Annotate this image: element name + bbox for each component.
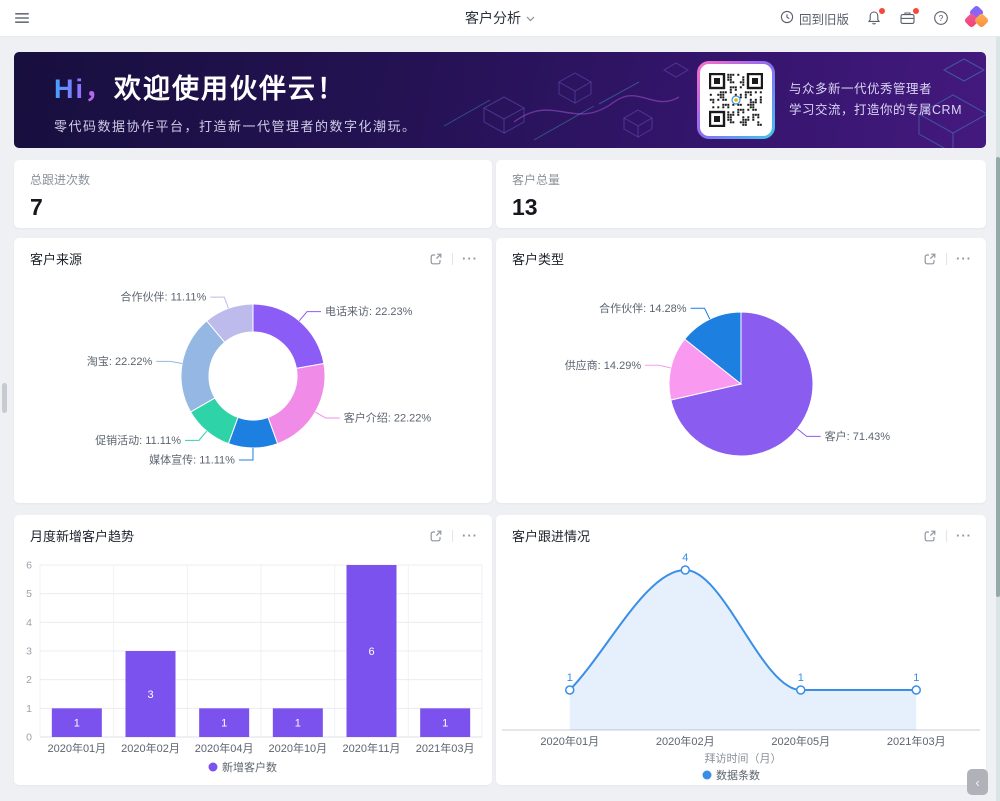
svg-text:5: 5: [26, 588, 32, 600]
welcome-banner: Hi，欢迎使用伙伴云！ 零代码数据协作平台，打造新一代管理者的数字化潮玩。 与众…: [14, 52, 986, 148]
svg-text:1: 1: [442, 718, 448, 730]
back-to-old-version-label: 回到旧版: [798, 12, 849, 27]
svg-text:客户介绍: 22.22%: 客户介绍: 22.22%: [344, 411, 432, 425]
back-to-old-version-button[interactable]: 回到旧版: [780, 9, 849, 28]
svg-text:媒体宣传: 11.11%: 媒体宣传: 11.11%: [149, 453, 235, 467]
svg-text:数据条数: 数据条数: [716, 768, 760, 782]
svg-text:客户: 71.43%: 客户: 71.43%: [825, 429, 891, 443]
svg-text:2021年03月: 2021年03月: [887, 734, 946, 748]
svg-text:4: 4: [26, 617, 32, 629]
svg-text:2020年11月: 2020年11月: [343, 741, 401, 755]
sidebar-drawer-handle[interactable]: [2, 383, 7, 413]
collapse-widget-button[interactable]: ‹: [967, 769, 988, 795]
svg-text:合作伙伴: 11.11%: 合作伙伴: 11.11%: [120, 290, 206, 304]
stat-card-followups: 总跟进次数 7: [14, 160, 492, 228]
svg-text:1: 1: [74, 718, 80, 730]
notification-bell-icon[interactable]: [866, 8, 885, 26]
stat-value: 7: [30, 194, 43, 220]
svg-text:6: 6: [26, 560, 32, 572]
right-scrollbar-thumb[interactable]: [996, 157, 1000, 597]
svg-text:1: 1: [295, 718, 301, 730]
workspace-briefcase-icon[interactable]: [899, 8, 919, 26]
svg-text:2020年04月: 2020年04月: [195, 741, 254, 755]
svg-text:2020年01月: 2020年01月: [540, 734, 599, 748]
more-icon[interactable]: ···: [956, 527, 972, 543]
more-icon[interactable]: ···: [956, 250, 972, 266]
more-icon[interactable]: ···: [462, 527, 478, 543]
notification-badge: [879, 8, 885, 14]
svg-text:合作伙伴: 14.28%: 合作伙伴: 14.28%: [599, 301, 687, 315]
expand-icon[interactable]: [923, 529, 937, 543]
svg-text:1: 1: [26, 703, 32, 715]
card-monthly-new-customers: 月度新增客户趋势 ··· 0 1 2 3 4 5 6 1 2020年01月 3 2020年02月 1 2…: [14, 515, 492, 785]
top-bar: 客户分析 回到旧版 ?: [0, 0, 1000, 37]
svg-text:3: 3: [147, 689, 153, 701]
customer-type-pie-chart: 客户: 71.43% 供应商: 14.29% 合作伙伴: 14.28%: [565, 301, 891, 457]
qr-text-line1: 与众多新一代优秀管理者: [789, 82, 933, 96]
page-title-dropdown[interactable]: 客户分析: [0, 0, 1000, 36]
svg-text:2020年02月: 2020年02月: [121, 741, 180, 755]
stat-card-total-customers: 客户总量 13: [496, 160, 986, 228]
card-customer-type: 客户类型 ··· 客户: 71.43% 供应商: 14.29% 合作伙伴: 14.2…: [496, 238, 986, 503]
customer-source-donut-chart: 电话来访: 22.23% 客户介绍: 22.22% 媒体宣传: 11.11% 促销活动…: [87, 290, 432, 467]
svg-text:1: 1: [567, 672, 573, 684]
card-title-monthly-trend: 月度新增客户趋势: [30, 529, 135, 544]
stat-value: 13: [512, 194, 538, 220]
card-customer-source: 客户来源 ··· 电话来访: 22.23% 客户介绍: 22.22% 媒体宣传: 1…: [14, 238, 492, 503]
svg-text:4: 4: [682, 552, 688, 564]
svg-text:?: ?: [939, 13, 944, 23]
header-divider: [946, 252, 947, 265]
help-icon[interactable]: ?: [933, 10, 949, 26]
banner-subtitle: 零代码数据协作平台，打造新一代管理者的数字化潮玩。: [54, 119, 417, 134]
header-divider: [452, 252, 453, 265]
workspace-badge: [913, 8, 919, 14]
svg-text:2020年01月: 2020年01月: [47, 741, 106, 755]
right-scrollbar-track[interactable]: [996, 37, 1000, 801]
page-title: 客户分析: [465, 10, 521, 26]
svg-text:新增客户数: 新增客户数: [222, 760, 277, 774]
svg-text:拜访时间（月）: 拜访时间（月）: [705, 752, 782, 765]
chevron-down-icon: [526, 9, 535, 27]
header-divider: [946, 529, 947, 542]
stat-label: 客户总量: [512, 173, 561, 187]
header-divider: [452, 529, 453, 542]
svg-text:1: 1: [798, 672, 804, 684]
qr-code: [697, 61, 776, 139]
qr-text-line2: 学习交流，打造你的专属CRM: [789, 103, 962, 117]
monthly-new-customers-bar-chart: 0 1 2 3 4 5 6 1 2020年01月 3 2020年02月 1 2020年04月 1 2020年…: [26, 560, 483, 774]
card-title-followup: 客户跟进情况: [512, 529, 591, 544]
svg-text:6: 6: [368, 646, 374, 658]
svg-text:2: 2: [26, 674, 32, 686]
qr-panel: 与众多新一代优秀管理者 学习交流，打造你的专属CRM: [697, 61, 962, 139]
banner-heading: Hi，欢迎使用伙伴云！: [54, 74, 346, 104]
huoban-logo-icon[interactable]: [963, 4, 990, 29]
followup-line-chart: 1 2020年01月 4 2020年02月 1 2020年05月 1 2021年03月拜访时间…: [502, 552, 980, 782]
card-title-customer-type: 客户类型: [512, 252, 565, 267]
banner-hi: Hi，: [54, 74, 114, 104]
svg-text:3: 3: [26, 646, 32, 658]
expand-icon[interactable]: [429, 529, 443, 543]
svg-text:2020年10月: 2020年10月: [268, 741, 327, 755]
expand-icon[interactable]: [923, 252, 937, 266]
svg-text:1: 1: [913, 672, 919, 684]
svg-text:1: 1: [221, 718, 227, 730]
svg-text:2020年05月: 2020年05月: [771, 734, 830, 748]
card-followup-status: 客户跟进情况 ··· 1 2020年01月 4 2020年02月 1 2020年05月 1 2…: [496, 515, 986, 785]
stat-label: 总跟进次数: [30, 173, 91, 187]
svg-text:2020年02月: 2020年02月: [656, 734, 715, 748]
svg-text:促销活动: 11.11%: 促销活动: 11.11%: [95, 433, 181, 447]
expand-icon[interactable]: [429, 252, 443, 266]
svg-text:供应商: 14.29%: 供应商: 14.29%: [565, 358, 642, 372]
svg-text:淘宝: 22.22%: 淘宝: 22.22%: [87, 354, 153, 368]
svg-text:0: 0: [26, 732, 32, 744]
svg-text:电话来访: 22.23%: 电话来访: 22.23%: [325, 305, 413, 318]
more-icon[interactable]: ···: [462, 250, 478, 266]
card-title-customer-source: 客户来源: [30, 252, 83, 267]
svg-text:2021年03月: 2021年03月: [416, 741, 475, 755]
history-restore-icon: [780, 10, 794, 27]
hamburger-menu-icon[interactable]: [14, 11, 30, 25]
